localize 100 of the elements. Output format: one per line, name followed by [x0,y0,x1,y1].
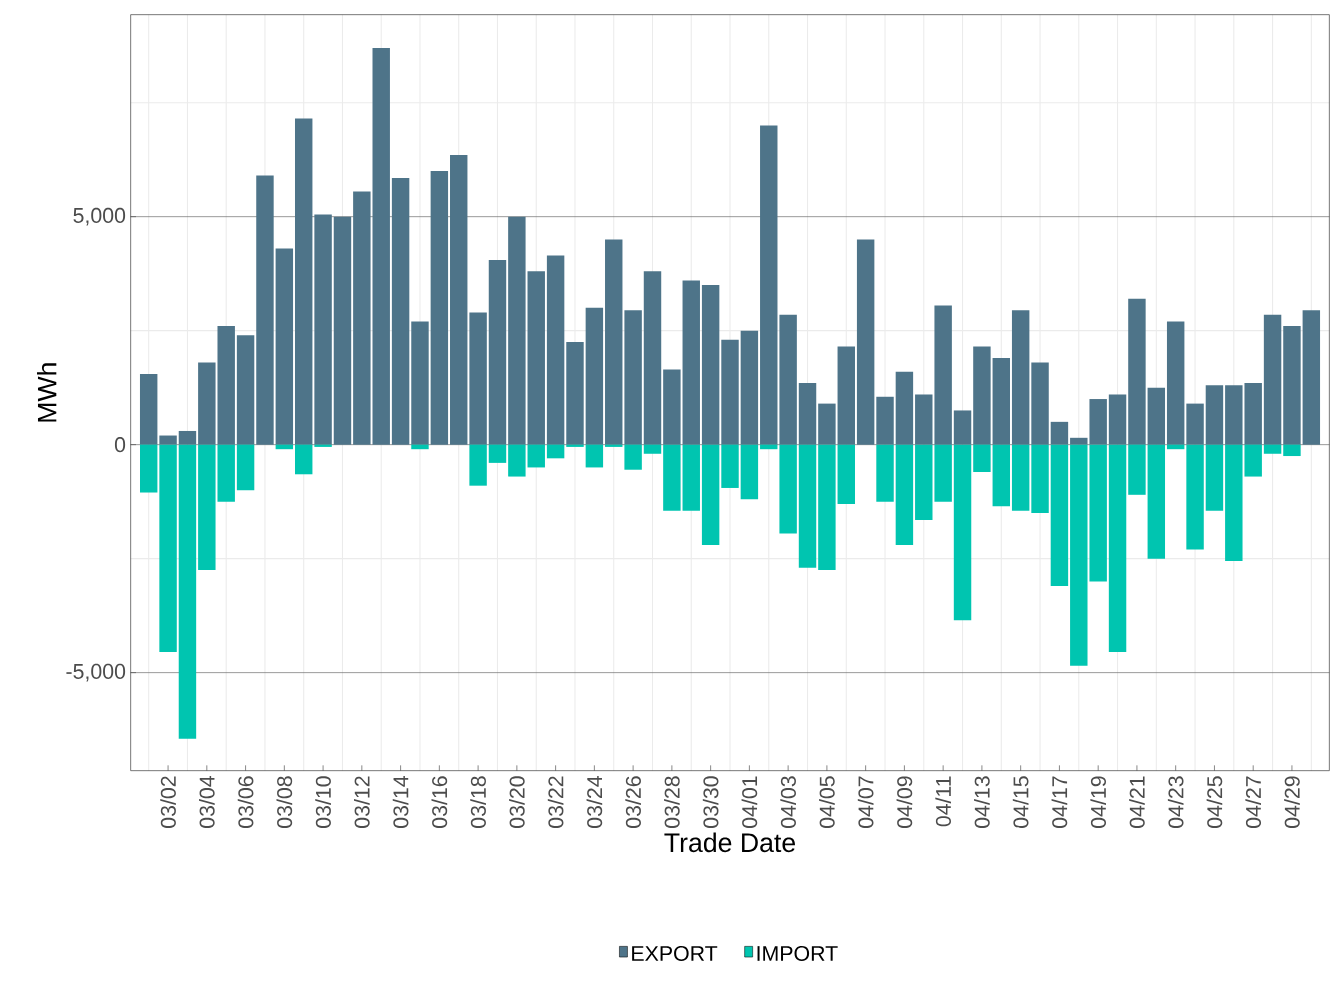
x-tick-label: 03/10 [315,776,331,828]
bar [1108,394,1127,445]
bar [798,444,817,568]
bar [992,444,1011,507]
bar [294,444,313,475]
x-tick-label: 03/28 [664,776,680,828]
bar [469,444,487,486]
bar [953,444,972,621]
bar [1108,444,1127,653]
bar [546,255,565,445]
x-tick-label: 04/11 [935,776,951,827]
bar [527,271,545,445]
bar [1205,385,1224,445]
bar [798,383,817,445]
x-tick-label: 04/23 [1167,776,1184,828]
bar [605,239,623,445]
bar [779,314,797,445]
bar [1263,314,1282,445]
bar [837,346,855,445]
x-tick-label: 04/05 [819,776,835,828]
bar [411,444,429,450]
bar [139,373,158,445]
bar [721,339,739,445]
y-axis-title: MWh [37,363,57,422]
bar [353,191,371,445]
bar [682,444,700,511]
legend-label: IMPORT [757,945,838,962]
bar [1147,444,1166,559]
bar [178,430,197,445]
bar [953,410,972,445]
x-axis-title: Trade Date [664,832,795,853]
bar [1128,444,1146,495]
bar [876,396,894,445]
bar [1050,421,1069,445]
bar [508,216,526,445]
bar [1283,444,1301,457]
bar [1263,444,1282,454]
bar [818,403,836,445]
bar [1031,444,1049,514]
bar [624,310,642,445]
bar [275,248,294,445]
bar [1011,310,1030,445]
x-tick-label: 04/13 [974,776,990,828]
x-tick-label: 04/19 [1090,776,1107,828]
bar [1050,444,1069,586]
bar [663,444,681,511]
bar [740,330,759,445]
x-tick-label: 03/12 [354,776,370,828]
bar [624,444,642,470]
bar [159,444,177,653]
bar [1186,444,1204,550]
bar [585,444,604,468]
bar [973,444,991,473]
x-tick-label: 04/15 [1012,776,1029,828]
bar [314,444,332,447]
x-tick-label: 04/27 [1245,776,1262,828]
bar [178,444,197,739]
x-tick-label: 03/04 [199,776,215,828]
x-tick-label: 03/18 [470,776,486,828]
x-tick-label: 04/17 [1051,776,1068,828]
y-tick-label: 0 [114,437,126,453]
bar [256,175,274,445]
bar [701,444,720,545]
bar [372,47,390,445]
bar [566,342,584,445]
x-tick-label: 04/07 [857,776,874,828]
bar [430,171,449,445]
bar [1166,321,1185,445]
bar [391,177,410,445]
bar [236,335,255,445]
bar [1205,444,1224,511]
bar [527,444,545,468]
bar [779,444,797,534]
bar [895,444,914,545]
y-tick-label: -5,000 [66,663,126,682]
bar [837,444,855,504]
bar [1011,444,1030,511]
bar [294,118,313,445]
x-tick-label: 03/20 [509,776,525,828]
bar [411,321,429,445]
y-tick-label: 5,000 [73,207,126,226]
bar [856,239,875,445]
bar [876,444,894,502]
bar [546,444,565,459]
bar [992,358,1011,445]
bar [333,216,352,445]
bar [585,307,604,445]
bar [895,371,914,445]
x-tick-label: 03/08 [276,776,293,828]
bar [643,444,662,454]
bar [236,444,255,491]
bar [314,214,332,445]
bar [566,444,584,447]
bar [1128,298,1146,445]
x-tick-label: 04/25 [1206,776,1223,828]
bar [701,285,720,445]
bar [469,312,487,445]
legend-label: EXPORT [632,945,718,962]
x-tick-label: 03/02 [160,776,176,828]
bar [159,435,177,445]
